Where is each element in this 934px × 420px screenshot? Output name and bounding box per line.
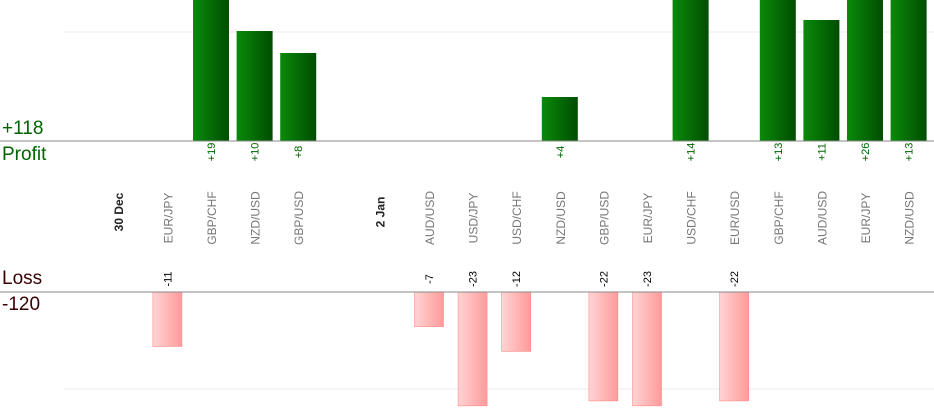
profit-bar — [541, 97, 578, 141]
profit-total: +118 — [2, 118, 44, 139]
loss-bar — [152, 291, 183, 347]
loss-bar — [719, 291, 750, 402]
pair-label: EUR/JPY — [161, 193, 175, 244]
loss-value-label: -22 — [729, 271, 741, 287]
profit-value-label: +26 — [860, 143, 872, 162]
profit-bar — [280, 53, 317, 141]
pair-label: GBP/USD — [292, 191, 306, 245]
loss-total: -120 — [2, 294, 41, 315]
loss-label: Loss — [2, 268, 43, 289]
profit-value-label: +13 — [773, 143, 785, 162]
profit-value-label: +11 — [816, 143, 828, 161]
profit-label: Profit — [2, 144, 47, 165]
loss-value-label: -12 — [511, 271, 523, 287]
date-label: 30 Dec — [112, 192, 126, 231]
pair-label: NZD/USD — [249, 191, 263, 245]
pair-label: AUD/USD — [815, 191, 829, 245]
profit-bar — [803, 20, 840, 141]
profit-bar — [193, 0, 229, 141]
pair-label: GBP/CHF — [205, 191, 219, 244]
pair-label: NZD/USD — [554, 191, 568, 245]
profit-value-label: +19 — [206, 143, 218, 162]
profit-bar — [847, 0, 883, 141]
loss-value-label: -22 — [598, 271, 610, 287]
loss-bar — [457, 291, 488, 407]
axes — [0, 140, 934, 293]
pair-label: EUR/USD — [728, 191, 742, 245]
pair-label: AUD/USD — [423, 191, 437, 245]
profit-bar — [672, 0, 709, 141]
profit-bar — [759, 0, 796, 141]
bars — [152, 0, 927, 407]
pair-label: USD/CHF — [685, 191, 699, 244]
pair-label: GBP/USD — [597, 191, 611, 245]
pair-label: USD/CHF — [510, 191, 524, 244]
pair-label: EUR/JPY — [641, 193, 655, 244]
profit-value-label: +4 — [555, 146, 567, 159]
loss-value-label: -7 — [424, 274, 436, 284]
pair-label: USD/JPY — [467, 193, 481, 244]
loss-value-label: -23 — [642, 271, 654, 287]
pair-label: EUR/JPY — [859, 193, 873, 244]
profit-bar — [236, 31, 273, 141]
loss-bar — [501, 291, 532, 352]
profit-value-label: +14 — [686, 143, 698, 162]
pair-label: GBP/CHF — [772, 191, 786, 244]
profit-value-label: +10 — [250, 143, 262, 162]
date-label: 2 Jan — [373, 197, 387, 228]
loss-bar — [632, 291, 662, 407]
profit-bar — [890, 0, 927, 141]
labels: 30 Dec EUR/JPY -11 GBP/CHF +19 NZD/USD +10 GBP/… — [112, 143, 917, 287]
profit-value-label: +8 — [293, 146, 305, 159]
loss-bar — [414, 291, 444, 327]
loss-value-label: -23 — [468, 271, 480, 287]
loss-bar — [588, 291, 619, 402]
profit-value-label: +13 — [904, 143, 916, 162]
pair-label: NZD/USD — [903, 191, 917, 245]
loss-value-label: -11 — [162, 271, 174, 286]
